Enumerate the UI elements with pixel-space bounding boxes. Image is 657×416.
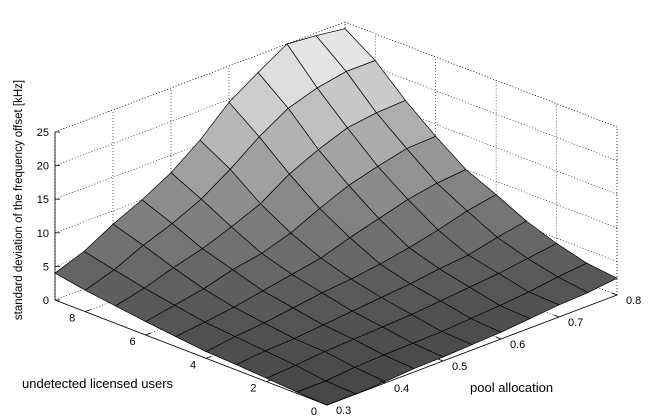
x-tick-mark <box>379 380 386 384</box>
y-tick-mark <box>85 309 91 313</box>
y-tick-label: 0 <box>311 406 317 416</box>
z-tick-label: 25 <box>37 127 49 139</box>
y-tick-label: 6 <box>130 336 136 348</box>
box-edge <box>344 21 618 128</box>
x-axis-line <box>326 294 618 406</box>
grid-line <box>344 55 618 161</box>
z-tick-label: 15 <box>37 194 49 206</box>
y-tick-label: 4 <box>190 359 196 371</box>
y-tick-mark <box>205 355 212 359</box>
grid-line <box>344 156 618 262</box>
x-tick-mark <box>495 336 502 340</box>
x-tick-label: 0.4 <box>394 383 409 395</box>
z-tick-label: 5 <box>43 261 49 273</box>
y-axis-line <box>54 299 328 406</box>
y-tick-mark <box>145 332 151 336</box>
x-tick-mark <box>437 358 444 362</box>
ticks-layer: 0 5 10 15 20 25 0 2 4 6 8 0.3 0.4 0.5 0.6 0.7 0.8 <box>37 127 642 416</box>
grid-line <box>344 122 618 229</box>
surface-layer <box>54 28 618 406</box>
y-tick-mark <box>266 379 272 383</box>
box-edge <box>54 21 346 133</box>
x-tick-mark <box>553 314 560 318</box>
x-tick-mark <box>321 402 328 406</box>
x-tick-label: 0.5 <box>452 361 467 373</box>
z-tick-label: 0 <box>43 295 49 307</box>
x-tick-label: 0.6 <box>510 339 525 351</box>
grid-line <box>344 88 618 195</box>
z-tick-label: 10 <box>37 228 49 240</box>
y-tick-label: 8 <box>69 313 75 325</box>
y-tick-label: 2 <box>250 383 256 395</box>
x-tick-label: 0.7 <box>568 317 583 329</box>
x-axis-label: pool allocation <box>470 380 553 395</box>
x-tick-label: 0.3 <box>336 405 351 416</box>
x-tick-mark <box>611 292 618 296</box>
x-tick-label: 0.8 <box>626 295 641 307</box>
z-tick-label: 20 <box>37 161 49 173</box>
y-axis-label: undetected licensed users <box>22 376 174 391</box>
z-axis-label: standard deviation of the frequency offs… <box>13 80 25 320</box>
